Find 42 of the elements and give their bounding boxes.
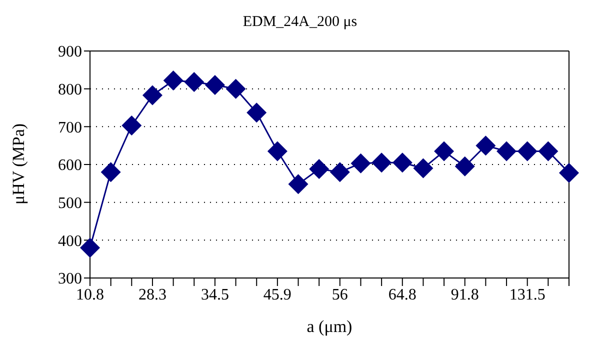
point <box>204 75 225 96</box>
point <box>142 85 162 106</box>
point <box>496 141 517 162</box>
point <box>309 159 330 180</box>
chart-title: EDM_24A_200 μs <box>242 13 358 32</box>
x-axis-title: a (μm) <box>306 317 352 336</box>
y-tick-label: 800 <box>58 82 82 99</box>
point <box>350 153 371 174</box>
y-tick-label: 900 <box>58 44 82 61</box>
x-tick-label: 45.9 <box>263 286 292 304</box>
point <box>267 141 288 162</box>
x-tick-label: 10.8 <box>76 286 104 304</box>
point <box>559 162 579 183</box>
y-tick-label: 300 <box>58 270 82 288</box>
point <box>288 174 308 194</box>
x-tick-label: 131.5 <box>509 286 546 304</box>
point <box>122 116 142 136</box>
x-tick-label: 34.5 <box>200 286 229 304</box>
point <box>226 78 246 99</box>
point <box>246 102 267 123</box>
point <box>330 162 350 182</box>
point <box>184 72 204 92</box>
point <box>372 152 392 173</box>
x-tick-label: 56 <box>332 286 348 304</box>
x-tick-label: 91.8 <box>450 286 479 304</box>
point <box>517 141 538 162</box>
point <box>392 152 412 173</box>
x-tick-label: 28.3 <box>138 286 166 304</box>
point <box>80 238 100 258</box>
y-tick-label: 600 <box>58 157 82 174</box>
y-tick-label: 700 <box>58 119 82 136</box>
point <box>163 70 184 91</box>
point <box>100 162 121 182</box>
y-tick-label: 400 <box>58 232 82 250</box>
x-tick-label: 64.8 <box>388 286 416 304</box>
point <box>454 156 475 176</box>
point <box>434 141 454 162</box>
y-axis-title: μHV (MPa) <box>9 123 28 204</box>
y-tick-label: 500 <box>58 195 82 212</box>
point <box>413 158 434 178</box>
point <box>538 141 558 162</box>
point <box>476 136 496 156</box>
